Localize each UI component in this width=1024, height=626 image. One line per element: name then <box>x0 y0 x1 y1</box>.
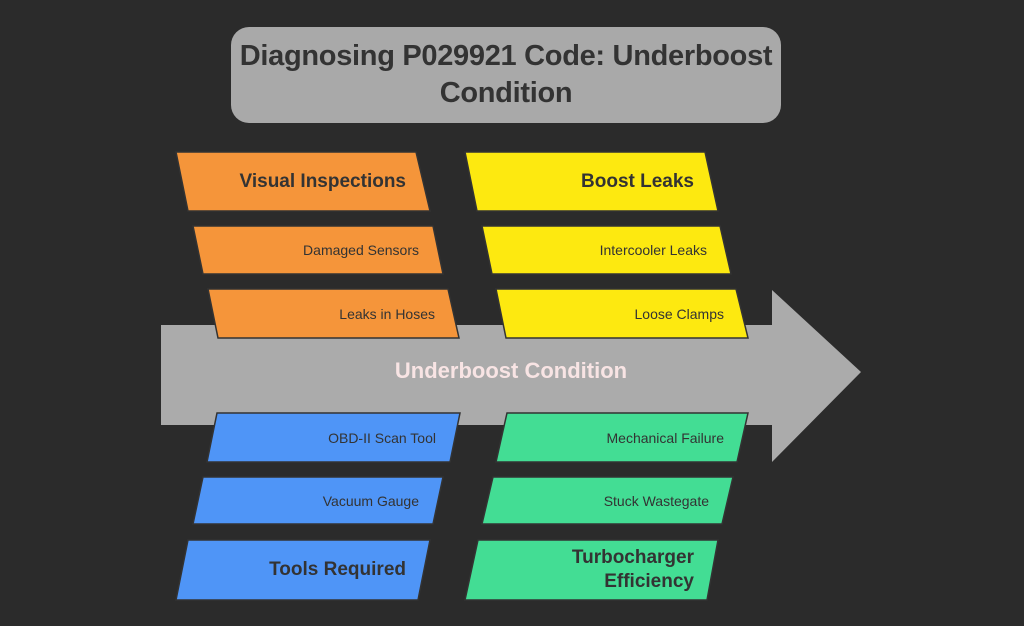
heading-line: Boost Leaks <box>581 170 694 192</box>
turbocharger-efficiency-heading: Turbocharger Efficiency <box>475 540 694 600</box>
visual-inspections-item: Damaged Sensors <box>303 242 419 258</box>
heading-line: Efficiency <box>604 571 694 592</box>
visual-inspections-item-box <box>192 225 444 275</box>
tools-required-heading-box <box>175 539 431 601</box>
boost-leaks-item-box <box>495 288 749 339</box>
visual-inspections-heading-box <box>175 151 431 212</box>
tools-required-item-box <box>192 476 444 525</box>
turbocharger-efficiency-item: Mechanical Failure <box>606 429 725 446</box>
turbocharger-efficiency-item-box <box>481 476 734 525</box>
tools-required-item-box <box>206 412 461 463</box>
boost-leaks-heading: Boost Leaks <box>475 152 694 211</box>
title-line-1: Diagnosing P029921 Code: Underboost <box>239 40 773 72</box>
diagram-title: Diagnosing P029921 Code: Underboost Cond… <box>231 27 781 123</box>
visual-inspections-item-box <box>207 288 460 339</box>
visual-inspections-heading: Visual Inspections <box>186 152 406 211</box>
visual-inspections-item: Leaks in Hoses <box>339 305 435 322</box>
heading-line: Tools Required <box>269 559 406 580</box>
tools-required-item: Vacuum Gauge <box>322 492 419 509</box>
title-line-2: Condition <box>439 77 573 109</box>
boost-leaks-heading-box <box>464 151 719 212</box>
boost-leaks-item: Intercooler Leaks <box>599 242 707 258</box>
turbocharger-efficiency-item-box <box>495 412 749 463</box>
turbocharger-efficiency-heading-box <box>464 539 719 601</box>
turbocharger-efficiency-item: Stuck Wastegate <box>603 492 709 509</box>
heading-line: Turbocharger <box>571 547 694 568</box>
tools-required-heading: Tools Required <box>186 540 406 600</box>
boost-leaks-item-box <box>481 225 732 275</box>
heading-line: Visual Inspections <box>239 170 406 192</box>
boost-leaks-item: Loose Clamps <box>634 305 725 322</box>
effect-label: Underboost Condition <box>394 358 628 383</box>
tools-required-item: OBD-II Scan Tool <box>328 429 436 446</box>
